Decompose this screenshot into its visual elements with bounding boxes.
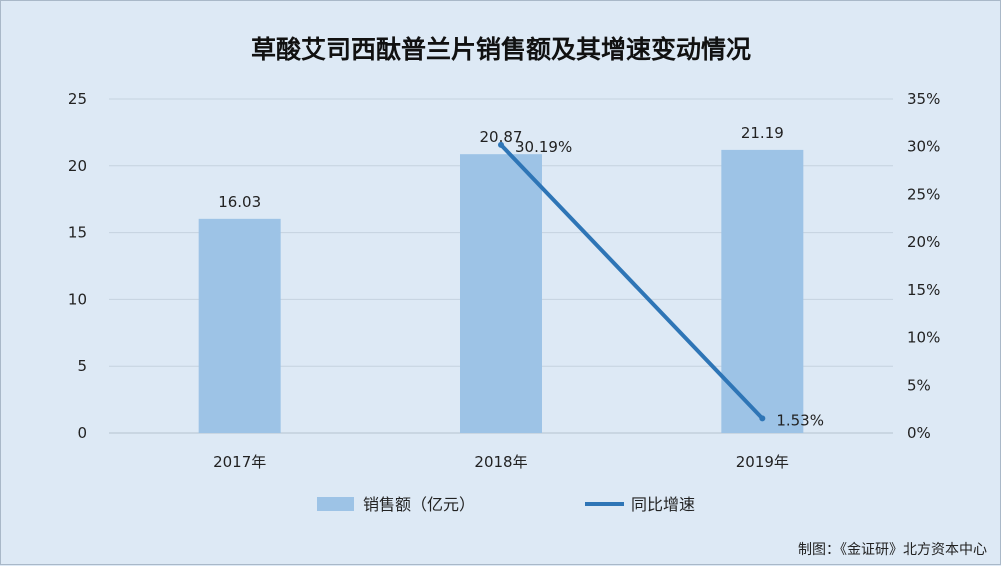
right-tick-label: 30% bbox=[907, 138, 940, 156]
left-tick-label: 5 bbox=[77, 357, 87, 375]
right-tick-label: 25% bbox=[907, 185, 940, 203]
legend-label-bar: 销售额（亿元） bbox=[363, 495, 475, 514]
chart-credit: 制图：《金证研》北方资本中心 bbox=[798, 542, 987, 558]
growth-line bbox=[499, 142, 765, 421]
left-tick-label: 0 bbox=[77, 424, 87, 442]
left-tick-label: 10 bbox=[68, 290, 87, 308]
chart-title: 草酸艾司西酞普兰片销售额及其增速变动情况 bbox=[251, 35, 751, 64]
legend-label-line: 同比增速 bbox=[631, 495, 695, 514]
legend-swatch-bar bbox=[317, 497, 354, 511]
bar bbox=[198, 218, 281, 433]
growth-data-label: 1.53% bbox=[776, 411, 824, 429]
bar-data-label: 16.03 bbox=[218, 193, 261, 211]
left-tick-label: 15 bbox=[68, 224, 87, 242]
right-tick-label: 0% bbox=[907, 424, 931, 442]
right-tick-label: 15% bbox=[907, 281, 940, 299]
line-series: 30.19% 1.53% bbox=[498, 138, 824, 429]
left-tick-label: 25 bbox=[68, 90, 87, 108]
right-axis-ticks: 0% 5% 10% 15% 20% 25% 30% 35% bbox=[907, 90, 940, 442]
growth-point bbox=[759, 415, 766, 422]
bar-data-label: 21.19 bbox=[741, 124, 784, 142]
bar-series: 16.03 20.87 21.19 bbox=[198, 124, 804, 433]
right-tick-label: 20% bbox=[907, 233, 940, 251]
right-tick-label: 35% bbox=[907, 90, 940, 108]
growth-data-label: 30.19% bbox=[515, 138, 572, 156]
category-axis-labels: 2017年 2018年 2019年 bbox=[213, 453, 789, 471]
left-tick-label: 20 bbox=[68, 157, 87, 175]
left-axis-ticks: 0 5 10 15 20 25 bbox=[68, 90, 87, 442]
right-tick-label: 10% bbox=[907, 329, 940, 347]
category-label: 2018年 bbox=[474, 453, 527, 471]
growth-point bbox=[498, 141, 504, 148]
bar bbox=[460, 154, 542, 433]
bar-data-label: 20.87 bbox=[480, 128, 523, 146]
bar bbox=[721, 149, 804, 433]
category-label: 2017年 bbox=[213, 453, 266, 471]
category-label: 2019年 bbox=[736, 453, 789, 471]
right-tick-label: 5% bbox=[907, 376, 931, 394]
legend: 销售额（亿元） 同比增速 bbox=[317, 495, 695, 514]
